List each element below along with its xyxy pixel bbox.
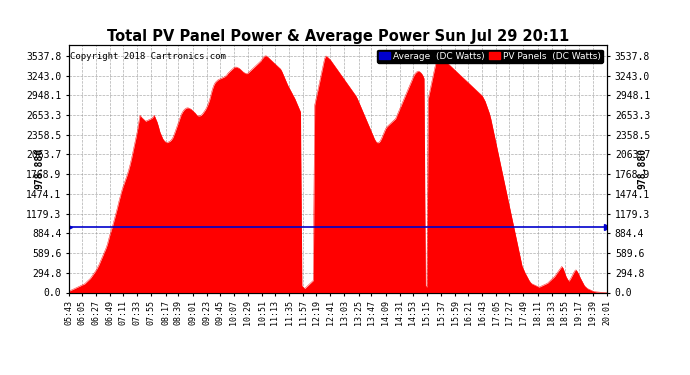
Legend: Average  (DC Watts), PV Panels  (DC Watts): Average (DC Watts), PV Panels (DC Watts) xyxy=(377,50,602,63)
Text: Copyright 2018 Cartronics.com: Copyright 2018 Cartronics.com xyxy=(70,53,226,62)
Title: Total PV Panel Power & Average Power Sun Jul 29 20:11: Total PV Panel Power & Average Power Sun… xyxy=(107,29,569,44)
Text: 978.880: 978.880 xyxy=(637,148,647,189)
Text: 978.880: 978.880 xyxy=(34,148,44,189)
